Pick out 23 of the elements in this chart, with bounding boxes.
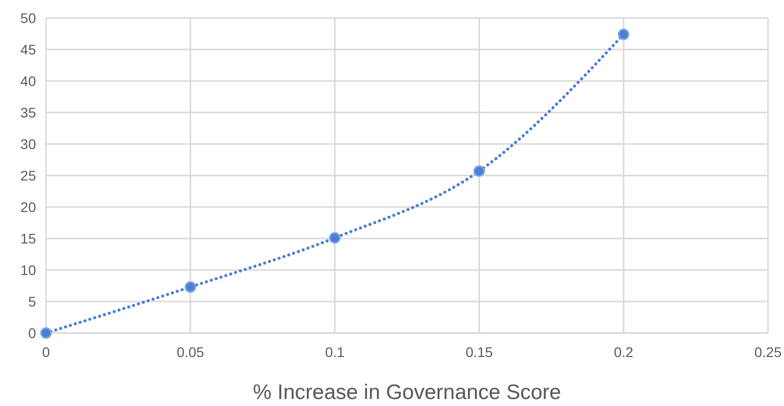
y-tick-label: 45 [20,41,36,58]
y-tick-label: 50 [20,10,36,26]
y-tick-label: 30 [20,136,36,152]
y-tick-label: 25 [20,167,36,184]
point [184,281,196,293]
y-tick-label: 0 [28,324,36,341]
y-tick-label: 35 [20,104,36,120]
point [329,232,341,244]
x-tick-label: 0.2 [614,344,634,360]
x-tick-label: 0 [42,344,50,360]
point [40,327,52,339]
y-tick-label: 5 [28,293,36,310]
x-tick-label: 0.1 [325,344,345,360]
y-tick-label: 10 [20,262,36,278]
point [473,165,485,177]
x-axis-title: % Increase in Governance Score [252,381,562,404]
point [618,28,630,40]
y-tick-label: 15 [20,230,36,246]
x-tick-label: 0.15 [466,344,494,360]
x-tick-label: 0.25 [754,344,782,360]
y-tick-label: 20 [20,198,36,215]
x-tick-label: 0.05 [176,344,204,360]
y-tick-label: 40 [20,72,36,89]
